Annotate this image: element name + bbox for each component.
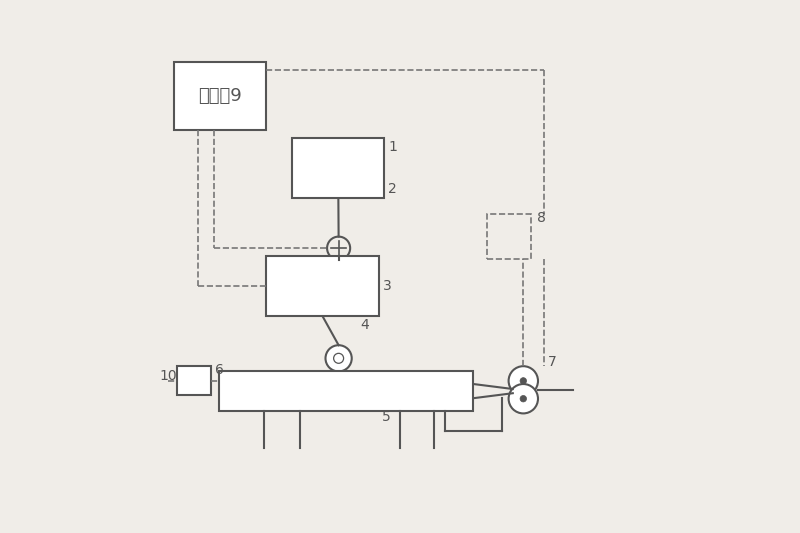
Text: 3: 3 bbox=[383, 279, 392, 293]
Circle shape bbox=[326, 345, 352, 372]
Bar bbox=[293, 138, 384, 198]
Text: 8: 8 bbox=[538, 211, 546, 225]
Circle shape bbox=[520, 378, 526, 384]
Circle shape bbox=[520, 395, 526, 402]
Text: 4: 4 bbox=[361, 318, 370, 332]
Bar bbox=[219, 372, 474, 411]
Text: 6: 6 bbox=[215, 364, 224, 377]
Bar bbox=[486, 214, 531, 259]
Circle shape bbox=[509, 366, 538, 395]
Text: 7: 7 bbox=[548, 355, 557, 369]
Text: 控制器9: 控制器9 bbox=[198, 87, 242, 105]
Circle shape bbox=[509, 384, 538, 414]
Text: 5: 5 bbox=[382, 410, 390, 424]
Bar bbox=[174, 62, 266, 130]
Text: 10: 10 bbox=[160, 369, 178, 383]
Bar bbox=[266, 256, 379, 317]
Text: 1: 1 bbox=[389, 140, 398, 154]
Bar bbox=[177, 366, 211, 395]
Text: 2: 2 bbox=[389, 182, 398, 196]
